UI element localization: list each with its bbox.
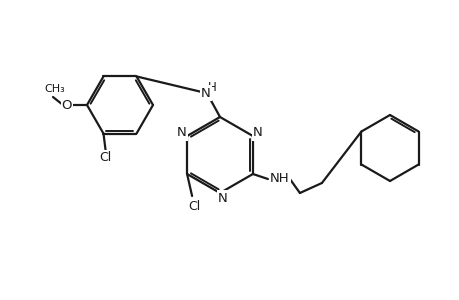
Text: O: O [62, 98, 72, 112]
Text: N: N [177, 127, 186, 140]
Text: H: H [207, 80, 216, 94]
Text: N: N [218, 191, 227, 205]
Text: CH₃: CH₃ [45, 84, 65, 94]
Text: Cl: Cl [99, 151, 112, 164]
Text: Cl: Cl [188, 200, 200, 214]
Text: N: N [201, 86, 210, 100]
Text: NH: NH [269, 172, 289, 185]
Text: N: N [252, 127, 262, 140]
